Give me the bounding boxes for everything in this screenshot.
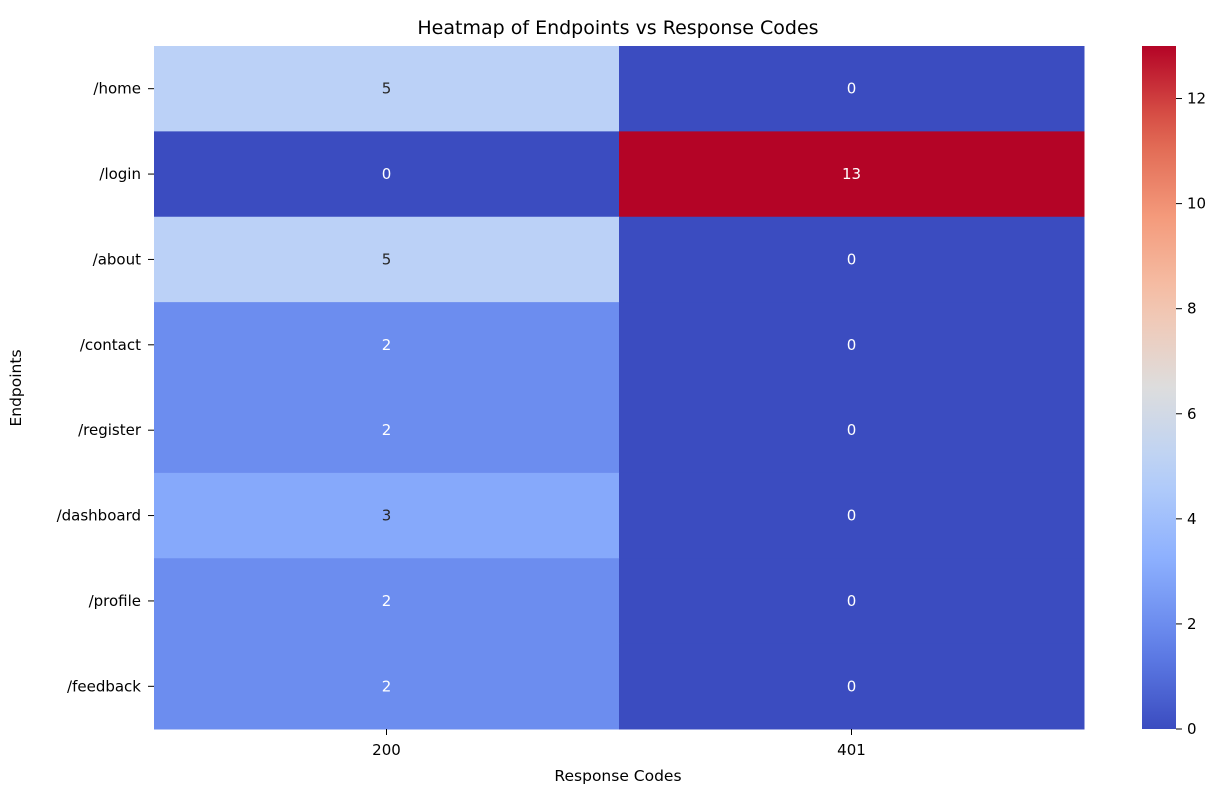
colorbar-tick-label: 0 <box>1187 720 1197 738</box>
y-axis-title: Endpoints <box>7 349 25 426</box>
x-axis-title: Response Codes <box>554 767 681 785</box>
heatmap-cell <box>619 387 1085 474</box>
cell-value-label: 0 <box>847 421 857 439</box>
cell-value-label: 0 <box>847 250 857 268</box>
cell-value-label: 3 <box>382 507 392 525</box>
colorbar-tick-label: 12 <box>1187 90 1206 108</box>
colorbar-tick-label: 4 <box>1187 510 1197 528</box>
heatmap-cell <box>154 643 620 730</box>
heatmap-cell <box>154 302 620 388</box>
heatmap-cell <box>619 46 1085 132</box>
cell-value-label: 2 <box>382 677 392 695</box>
y-tick-label: /register <box>78 421 142 439</box>
cell-value-label: 0 <box>847 507 857 525</box>
y-tick-label: /about <box>93 250 141 268</box>
heatmap-cell <box>619 558 1085 645</box>
colorbar-tick-label: 6 <box>1187 405 1197 423</box>
cell-value-label: 13 <box>842 165 861 183</box>
heatmap-cell <box>154 558 620 645</box>
colorbar-tick-label: 10 <box>1187 195 1206 213</box>
y-tick-label: /feedback <box>67 677 141 695</box>
x-tick-label: 401 <box>837 741 866 759</box>
y-tick-label: /contact <box>80 336 141 354</box>
heatmap-cell <box>154 387 620 474</box>
heatmap-cell <box>619 643 1085 730</box>
cell-value-label: 0 <box>847 677 857 695</box>
x-tick-label: 200 <box>372 741 401 759</box>
y-tick-label: /profile <box>89 592 141 610</box>
cell-value-label: 2 <box>382 421 392 439</box>
heatmap-cell <box>154 46 620 132</box>
x-axis: 200 401 <box>372 729 866 759</box>
heatmap-cell <box>154 131 620 218</box>
cell-value-label: 0 <box>382 165 392 183</box>
heatmap-cell <box>619 131 1085 218</box>
colorbar-tick-label: 2 <box>1187 615 1197 633</box>
y-tick-label: /home <box>93 80 141 98</box>
cell-value-label: 2 <box>382 592 392 610</box>
heatmap-cell <box>619 302 1085 388</box>
heatmap-cell <box>154 472 620 559</box>
cell-value-label: 0 <box>847 592 857 610</box>
colorbar-gradient <box>1142 46 1176 729</box>
heatmap-cells <box>154 46 1085 730</box>
y-tick-label: /dashboard <box>57 507 141 525</box>
y-tick-label: /login <box>99 165 141 183</box>
y-axis: /home/login/about/contact/register/dashb… <box>57 80 154 695</box>
cell-value-label: 2 <box>382 336 392 354</box>
heatmap-cell <box>154 216 620 303</box>
cell-value-labels: 5 0 0 13 5 0 2 0 2 0 3 0 2 0 2 0 <box>382 80 861 696</box>
heatmap-cell <box>619 472 1085 559</box>
chart-title: Heatmap of Endpoints vs Response Codes <box>417 17 818 39</box>
colorbar-tick-label: 8 <box>1187 300 1197 318</box>
cell-value-label: 0 <box>847 80 857 98</box>
heatmap-cell <box>619 216 1085 303</box>
cell-value-label: 5 <box>382 250 392 268</box>
cell-value-label: 5 <box>382 80 392 98</box>
colorbar: 0 2 4 6 8 10 12 <box>1142 46 1206 738</box>
cell-value-label: 0 <box>847 336 857 354</box>
